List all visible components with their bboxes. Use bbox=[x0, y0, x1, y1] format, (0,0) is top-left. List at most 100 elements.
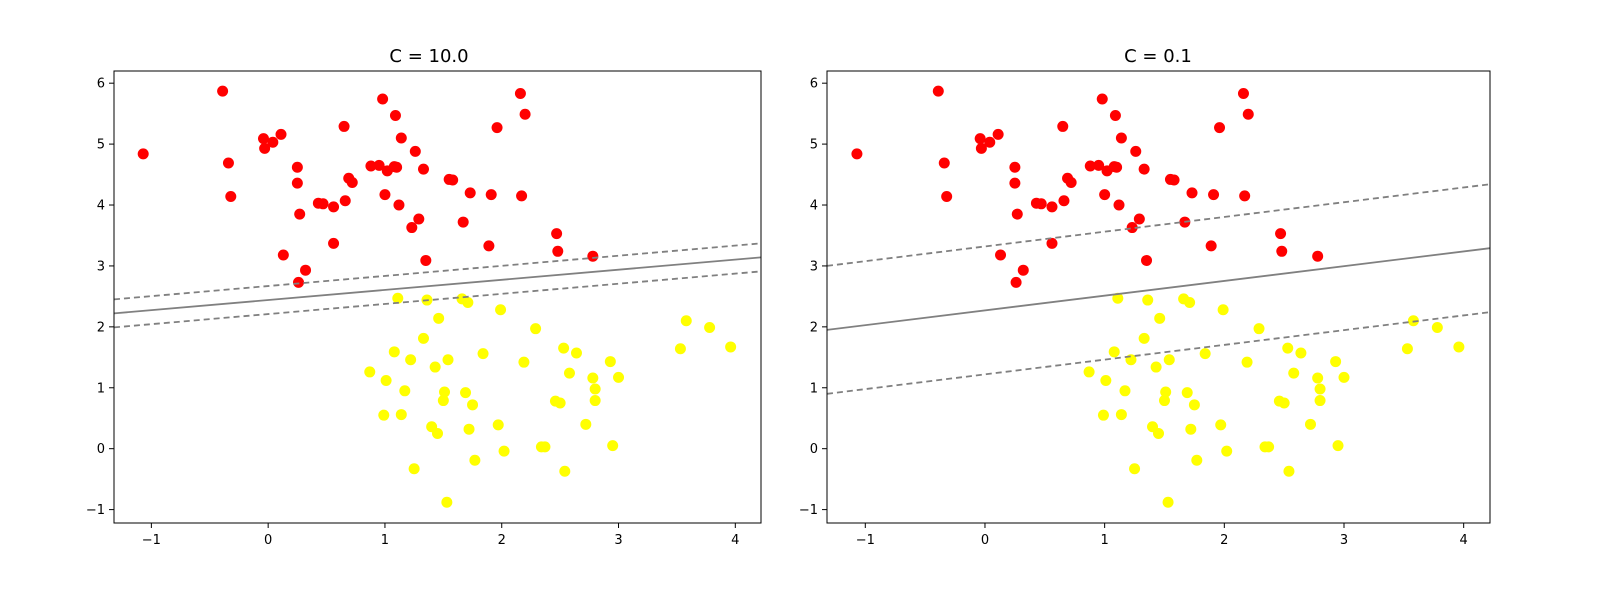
data-point bbox=[388, 346, 400, 358]
data-point bbox=[257, 133, 269, 145]
data-point bbox=[417, 163, 429, 175]
data-point bbox=[275, 128, 287, 140]
y-tick-label: 2 bbox=[810, 320, 818, 335]
data-point bbox=[1314, 395, 1326, 407]
data-point bbox=[587, 250, 599, 262]
data-point bbox=[300, 264, 312, 276]
data-point bbox=[1304, 418, 1316, 430]
data-point bbox=[1108, 346, 1120, 358]
data-point bbox=[570, 347, 582, 359]
y-tick-label: −1 bbox=[86, 503, 105, 518]
data-point bbox=[613, 371, 625, 383]
data-point bbox=[552, 245, 564, 257]
data-point bbox=[1100, 374, 1112, 386]
decision-boundary-line bbox=[827, 247, 1490, 331]
data-point bbox=[462, 296, 474, 308]
data-point bbox=[604, 356, 616, 368]
data-point bbox=[1058, 195, 1070, 207]
data-point bbox=[1215, 419, 1227, 431]
chart-title: C = 10.0 bbox=[389, 46, 468, 67]
data-point bbox=[294, 208, 306, 220]
chart-panel-c10: C = 10.0 −1 0 1 2 3 4 −1 0 1 2 3 4 5 6 bbox=[86, 46, 762, 548]
data-point bbox=[1453, 341, 1465, 353]
data-point bbox=[589, 395, 601, 407]
data-point bbox=[1141, 254, 1153, 266]
y-tick-label: 6 bbox=[810, 77, 818, 92]
data-point bbox=[267, 136, 279, 148]
data-point bbox=[1046, 201, 1058, 213]
data-point bbox=[1237, 88, 1249, 100]
data-point bbox=[420, 254, 432, 266]
data-point bbox=[447, 174, 459, 186]
data-point bbox=[975, 142, 987, 154]
data-point bbox=[485, 189, 497, 201]
data-point bbox=[1109, 109, 1121, 121]
data-point bbox=[1099, 189, 1111, 201]
x-tick-label: 4 bbox=[731, 533, 739, 548]
data-point bbox=[563, 367, 575, 379]
y-tick-label: 5 bbox=[97, 138, 105, 153]
x-tick-label: −1 bbox=[856, 533, 875, 548]
data-point bbox=[1181, 387, 1193, 399]
data-point bbox=[539, 441, 551, 453]
data-point bbox=[1314, 383, 1326, 395]
data-point bbox=[516, 190, 528, 202]
y-tick-label: 2 bbox=[97, 320, 105, 335]
data-point bbox=[464, 187, 476, 199]
data-point bbox=[377, 93, 389, 105]
decision-boundary-line bbox=[114, 256, 761, 315]
data-point bbox=[559, 465, 571, 477]
data-point bbox=[1115, 132, 1127, 144]
data-point bbox=[392, 292, 404, 304]
data-point bbox=[1214, 122, 1226, 134]
data-point bbox=[1295, 347, 1307, 359]
data-point bbox=[1242, 108, 1254, 120]
data-point bbox=[680, 315, 692, 327]
data-point bbox=[1282, 342, 1294, 354]
data-point bbox=[932, 85, 944, 97]
data-point bbox=[293, 276, 305, 288]
data-point bbox=[984, 136, 996, 148]
data-point bbox=[373, 159, 385, 171]
data-point bbox=[1275, 228, 1287, 240]
data-point bbox=[1239, 190, 1251, 202]
data-point bbox=[1126, 222, 1138, 234]
data-point bbox=[467, 399, 479, 411]
y-tick-label: 4 bbox=[810, 199, 818, 214]
data-point bbox=[483, 240, 495, 252]
data-point bbox=[1119, 385, 1131, 397]
data-point bbox=[1431, 321, 1443, 333]
data-point bbox=[995, 249, 1007, 261]
data-point bbox=[413, 213, 425, 225]
data-point bbox=[1184, 296, 1196, 308]
data-point bbox=[328, 237, 340, 249]
data-point bbox=[1263, 441, 1275, 453]
data-point bbox=[1283, 465, 1295, 477]
data-point bbox=[498, 445, 510, 457]
data-point bbox=[851, 148, 863, 160]
data-point bbox=[491, 122, 503, 134]
data-point bbox=[1185, 423, 1197, 435]
data-point bbox=[395, 409, 407, 421]
data-point bbox=[1278, 397, 1290, 409]
data-point bbox=[674, 343, 686, 355]
axes-frame bbox=[826, 70, 1491, 524]
data-point bbox=[1168, 174, 1180, 186]
data-point bbox=[938, 157, 950, 169]
data-point bbox=[1153, 427, 1164, 439]
data-point bbox=[1158, 395, 1170, 407]
data-point bbox=[519, 108, 531, 120]
x-tick-label: 1 bbox=[381, 533, 389, 548]
data-point bbox=[518, 356, 530, 368]
data-point bbox=[1276, 245, 1288, 257]
data-point bbox=[1138, 332, 1150, 344]
data-point bbox=[217, 85, 229, 97]
data-point bbox=[1096, 93, 1108, 105]
data-point bbox=[1208, 189, 1220, 201]
data-point bbox=[457, 216, 469, 228]
data-point bbox=[992, 128, 1004, 140]
data-point bbox=[1130, 145, 1142, 157]
data-point bbox=[417, 332, 429, 344]
data-point bbox=[1011, 208, 1023, 220]
data-point bbox=[1186, 187, 1198, 199]
